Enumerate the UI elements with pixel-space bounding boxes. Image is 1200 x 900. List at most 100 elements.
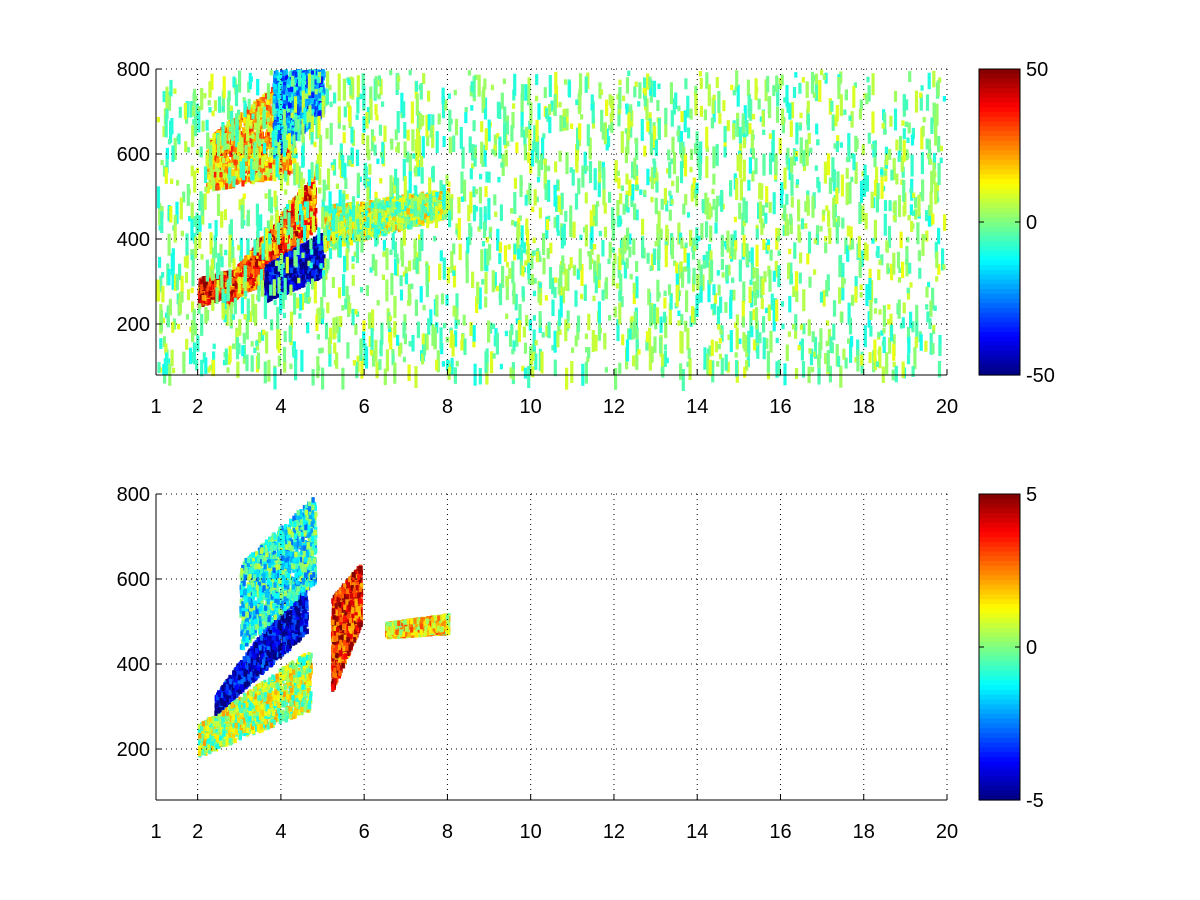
heatmap-cell [292,224,296,231]
heatmap-cell [271,261,275,267]
heatmap-cell [239,291,243,297]
heatmap-cell [234,283,239,289]
heatmap-cell [218,276,222,282]
heatmap-cell [207,281,212,287]
heatmap-cell [301,274,305,280]
heatmap-cell [301,261,305,268]
heatmap-cell [306,225,310,231]
heatmap-cell [212,296,216,303]
heatmap-cell [206,286,210,293]
heatmap-cell [298,282,302,289]
heatmap-cell [270,229,275,235]
heatmap-cell [200,284,204,291]
heatmap-cell [306,230,310,237]
heatmap-cell [244,256,248,262]
heatmap-cell [231,274,235,280]
heatmap-cell [313,198,317,204]
heatmap-cell [255,268,260,275]
heatmap-cell [200,288,204,294]
heatmap-cell [308,188,312,194]
heatmap-cell [314,208,318,214]
heatmap-cell [203,281,207,288]
heatmap-cell [303,269,307,275]
heatmap-cell [311,270,315,276]
heatmap-cell [304,185,308,191]
heatmap-cell [318,245,322,251]
heatmap-cell [231,270,235,276]
heatmap-cell [252,272,256,279]
heatmap-cell [219,290,223,296]
heatmap-cell [291,198,296,204]
heatmap-cell [300,230,304,236]
heatmap-cell [259,237,263,244]
heatmap-cell [217,290,221,296]
heatmap-cell [211,291,215,298]
heatmap-cell [251,268,255,275]
heatmap-cells [156,69,947,391]
heatmap-cell [308,195,312,201]
heatmap-cell [207,298,211,305]
heatmap-cell [248,266,252,272]
heatmap-cell [306,184,310,190]
heatmap-cell [320,258,324,264]
heatmap-cell [278,245,283,251]
heatmap-cell [290,217,294,224]
heatmap-cell [236,266,240,272]
heatmap-cell [282,245,286,252]
heatmap-cell [208,275,212,282]
heatmap-cell [209,284,213,291]
heatmap-cell [274,244,278,251]
heatmap-cell [222,275,227,281]
heatmap-cell [199,278,203,285]
heatmap-cell [202,285,206,291]
heatmap-cell [199,294,203,300]
heatmap-cell [300,237,304,243]
heatmap-cell [291,240,295,246]
heatmap-cell [304,219,308,225]
heatmap-cell [298,232,302,239]
heatmap-cell [299,247,303,253]
heatmap-cell [314,248,318,255]
heatmap-cell [274,268,278,274]
heatmap-cell [231,278,235,284]
heatmap-cell [261,263,265,269]
heatmap-cell [306,195,310,201]
heatmap-cell [208,290,212,296]
heatmap-cell [309,229,313,236]
heatmap-cell [295,230,299,237]
heatmap-cell [258,255,262,262]
heatmap-cell [292,282,296,289]
heatmap-cell [295,284,299,291]
heatmap-cell [265,277,269,283]
heatmap-cell [233,292,237,298]
heatmap-cell [205,297,209,304]
heatmap-cell [305,248,309,254]
heatmap-cell [205,279,209,285]
heatmap-cell [218,294,222,300]
heatmap-cell [288,251,292,258]
heatmap-cell [233,270,237,277]
heatmap-cell [308,228,312,235]
heatmap-cell [281,239,285,245]
heatmap-cell [279,227,284,233]
heatmap-cell [197,292,202,298]
heatmap-cell [304,195,308,201]
heatmap-cell [253,284,257,291]
heatmap-cell [299,268,303,275]
heatmap-cell [293,268,297,274]
heatmap-cell [290,267,294,274]
heatmap-cell [203,298,207,304]
heatmap-cell [201,276,205,283]
heatmap-cell [312,192,316,198]
heatmap-cell [309,223,313,229]
heatmap-cell [201,295,205,301]
heatmap-cell [290,258,294,265]
heatmap-cell [290,203,294,210]
heatmap-cell [214,280,218,287]
heatmap-cell [249,279,253,285]
heatmap-cell [268,266,272,273]
heatmap-cell [211,278,215,284]
heatmap-cell [239,281,243,287]
